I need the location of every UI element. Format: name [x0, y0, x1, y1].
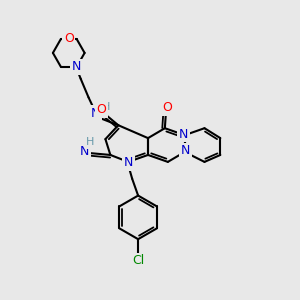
Text: O: O — [97, 103, 106, 116]
Text: N: N — [181, 145, 190, 158]
Text: N: N — [80, 146, 89, 158]
Text: O: O — [162, 101, 172, 114]
Text: Cl: Cl — [132, 254, 144, 268]
Text: N: N — [124, 156, 133, 170]
Text: N: N — [72, 60, 81, 73]
Text: N: N — [91, 107, 100, 120]
Text: H: H — [86, 137, 95, 147]
Text: N: N — [179, 128, 188, 141]
Text: O: O — [64, 32, 74, 44]
Text: H: H — [102, 102, 111, 112]
